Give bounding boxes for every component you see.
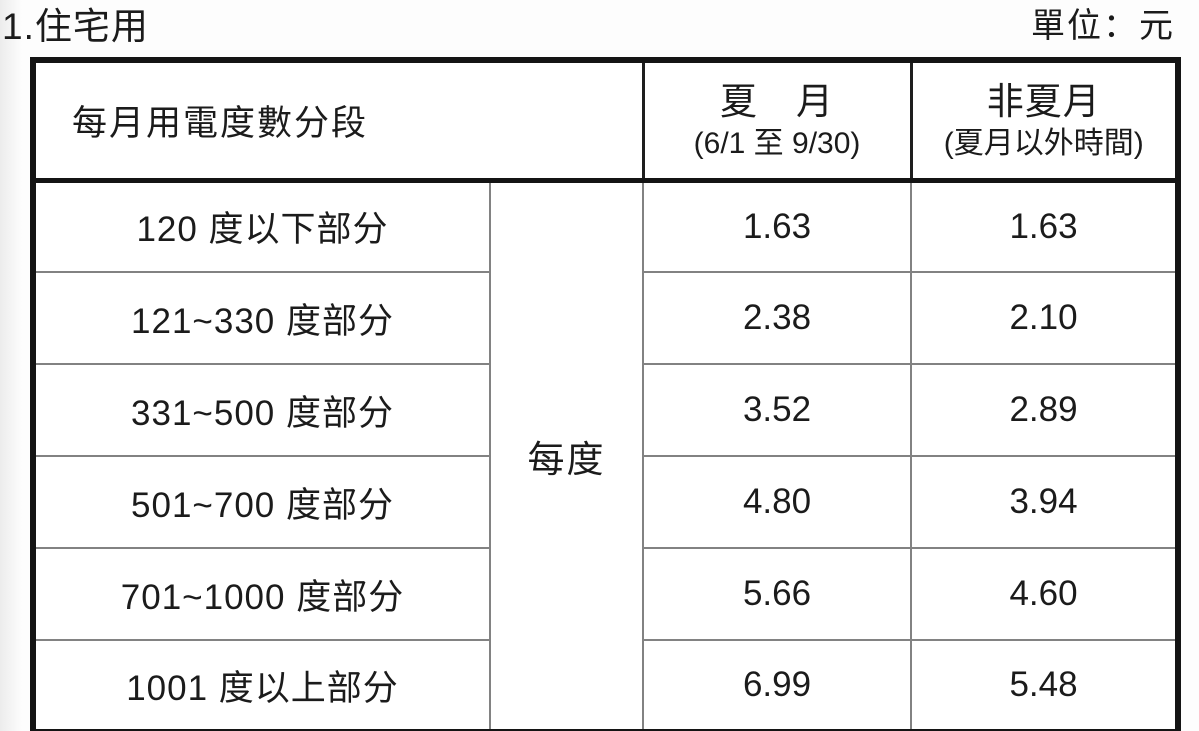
- tier-cell: 701~1000 度部分: [30, 547, 491, 641]
- page-title: 1.住宅用: [2, 6, 149, 47]
- table-header: 每月用電度數分段 夏 月 (6/1 至 9/30) 非夏月 (夏月以外時間): [29, 57, 1182, 183]
- header-summer-subtitle: (6/1 至 9/30): [693, 127, 861, 161]
- table-row: 1001 度以上部分 6.99 5.48: [30, 639, 1182, 731]
- table-row: 120 度以下部分 每度 1.63 1.63: [30, 179, 1182, 731]
- tier-cell: 1001 度以上部分: [30, 639, 491, 731]
- summer-rate-cell: 5.66: [642, 547, 913, 641]
- header-row: 每月用電度數分段 夏 月 (6/1 至 9/30) 非夏月 (夏月以外時間): [29, 57, 1182, 183]
- header-non-summer-title: 非夏月: [986, 81, 1101, 123]
- table-row: 501~700 度部分 4.80 3.94: [30, 455, 1182, 549]
- non-summer-rate-cell: 1.63: [910, 179, 1182, 273]
- table-row: 121~330 度部分 2.38 2.10: [30, 271, 1182, 365]
- summer-rate-cell: 4.80: [642, 455, 913, 549]
- top-bar: 1.住宅用 單位：元: [2, 3, 1175, 51]
- non-summer-rate-cell: 3.94: [910, 455, 1182, 549]
- header-summer: 夏 月 (6/1 至 9/30): [641, 57, 913, 183]
- tier-cell: 331~500 度部分: [30, 363, 491, 457]
- table-body: 120 度以下部分 每度 1.63 1.63 121~330 度部分 2.38 …: [30, 179, 1182, 731]
- table-row: 331~500 度部分 3.52 2.89: [30, 363, 1182, 457]
- tariff-table: 每月用電度數分段 夏 月 (6/1 至 9/30) 非夏月 (夏月以外時間) 1…: [29, 57, 1182, 731]
- non-summer-rate-cell: 2.10: [910, 271, 1182, 365]
- tier-cell: 121~330 度部分: [30, 271, 491, 365]
- summer-rate-cell: 1.63: [642, 179, 913, 273]
- tier-cell: 501~700 度部分: [30, 455, 491, 549]
- summer-rate-cell: 6.99: [642, 639, 913, 731]
- header-non-summer-subtitle: (夏月以外時間): [943, 127, 1144, 161]
- header-non-summer: 非夏月 (夏月以外時間): [909, 57, 1182, 183]
- per-kwh-cell: 每度: [488, 179, 645, 731]
- header-tier-label: 每月用電度數分段: [29, 57, 645, 183]
- header-summer-title: 夏 月: [720, 81, 835, 123]
- non-summer-rate-cell: 4.60: [910, 547, 1182, 641]
- unit-label: 單位：元: [1031, 7, 1175, 45]
- tier-cell: 120 度以下部分: [30, 179, 491, 273]
- non-summer-rate-cell: 5.48: [910, 639, 1182, 731]
- summer-rate-cell: 2.38: [642, 271, 913, 365]
- table-row: 701~1000 度部分 5.66 4.60: [30, 547, 1182, 641]
- summer-rate-cell: 3.52: [642, 363, 913, 457]
- non-summer-rate-cell: 2.89: [910, 363, 1182, 457]
